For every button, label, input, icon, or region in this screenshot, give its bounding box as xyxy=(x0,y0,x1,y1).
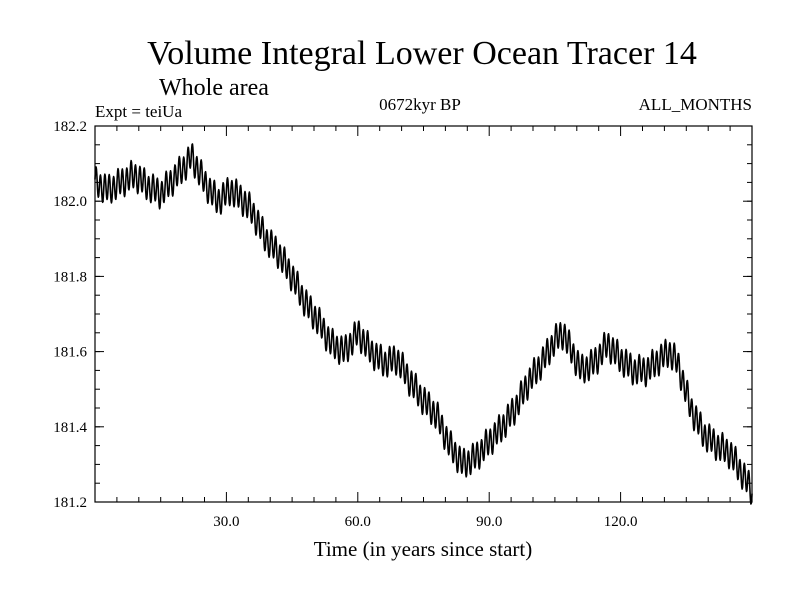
data-point xyxy=(186,163,187,164)
y-tick-label: 182.0 xyxy=(53,194,87,210)
time-period-label: 0672kyr BP xyxy=(379,95,461,114)
data-point xyxy=(147,186,148,187)
x-tick-label: 90.0 xyxy=(476,514,502,530)
x-tick-label: 60.0 xyxy=(345,514,371,530)
data-point xyxy=(94,182,95,183)
data-point xyxy=(502,426,503,427)
data-point xyxy=(743,475,744,476)
data-point xyxy=(659,359,660,360)
series-layer xyxy=(94,143,753,505)
data-point xyxy=(449,445,450,446)
experiment-label: Expt = teiUa xyxy=(95,102,182,121)
data-point xyxy=(607,343,608,344)
data-point xyxy=(716,445,717,446)
data-point xyxy=(633,370,634,371)
data-point xyxy=(646,370,647,371)
chart-subtitle: Whole area xyxy=(159,75,269,101)
data-point xyxy=(318,321,319,322)
data-point xyxy=(668,351,669,352)
y-axis: 181.2 181.4 181.6 181.8 182.0 182.2 xyxy=(53,119,752,511)
data-point xyxy=(243,201,244,202)
data-point xyxy=(278,253,279,254)
data-point xyxy=(581,370,582,371)
data-point xyxy=(204,182,205,183)
data-point xyxy=(528,381,529,382)
data-point xyxy=(134,174,135,175)
data-point xyxy=(462,464,463,465)
data-point xyxy=(436,415,437,416)
y-tick-label: 181.4 xyxy=(53,420,87,436)
y-tick-label: 181.2 xyxy=(53,495,87,511)
data-point xyxy=(191,155,192,156)
data-point xyxy=(173,178,174,179)
y-tick-label: 182.2 xyxy=(53,119,87,135)
plot-frame xyxy=(94,125,753,503)
data-point xyxy=(370,351,371,352)
data-point xyxy=(397,359,398,360)
data-point xyxy=(265,238,266,239)
data-point xyxy=(677,362,678,363)
data-point xyxy=(475,456,476,457)
chart-title: Volume Integral Lower Ocean Tracer 14 xyxy=(147,35,697,72)
data-point xyxy=(160,193,161,194)
data-point xyxy=(489,441,490,442)
x-tick-label: 120.0 xyxy=(604,514,638,530)
months-label: ALL_MONTHS xyxy=(639,95,752,114)
data-point xyxy=(383,362,384,363)
data-point xyxy=(690,407,691,408)
data-point xyxy=(344,351,345,352)
data-point xyxy=(423,400,424,401)
data-point xyxy=(563,332,564,333)
y-tick-label: 181.6 xyxy=(53,345,87,361)
data-point xyxy=(230,189,231,190)
data-point xyxy=(594,362,595,363)
data-point xyxy=(331,343,332,344)
data-point xyxy=(703,434,704,435)
data-point xyxy=(410,381,411,382)
x-tick-label: 30.0 xyxy=(213,514,239,530)
data-point xyxy=(252,212,253,213)
x-axis: 30.0 60.0 90.0 120.0 xyxy=(116,126,731,530)
data-point xyxy=(620,359,621,360)
series-line xyxy=(94,143,753,505)
data-point xyxy=(554,340,555,341)
data-point xyxy=(305,302,306,303)
data-point xyxy=(108,189,109,190)
data-point xyxy=(121,182,122,183)
data-point xyxy=(217,201,218,202)
data-point xyxy=(730,453,731,454)
data-point xyxy=(751,490,752,491)
data-point xyxy=(292,276,293,277)
y-tick-label: 181.8 xyxy=(53,269,87,285)
x-axis-label: Time (in years since start) xyxy=(314,537,533,561)
data-point xyxy=(357,332,358,333)
data-point xyxy=(567,343,568,344)
data-point xyxy=(541,362,542,363)
data-point xyxy=(515,407,516,408)
